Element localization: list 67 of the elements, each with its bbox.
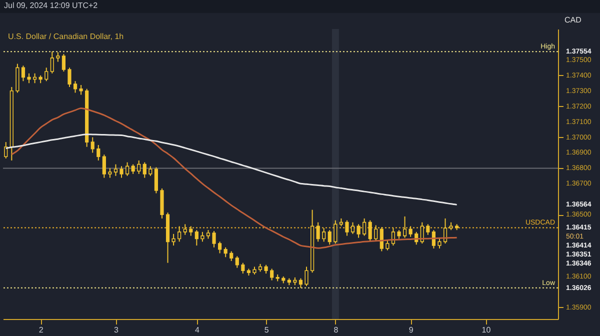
y-axis-title: CAD [564, 16, 582, 24]
candlestick [90, 136, 94, 154]
candlestick [316, 222, 320, 242]
candlestick [230, 250, 234, 262]
candlestick [386, 239, 390, 251]
candlestick [322, 228, 326, 242]
x-tick-label: 8 [334, 326, 339, 334]
x-tick-label: 5 [264, 326, 270, 334]
candlestick [183, 224, 187, 236]
candlestick [21, 65, 26, 82]
candlestick [334, 220, 338, 244]
candlestick [16, 63, 20, 94]
candlestick [304, 266, 308, 287]
candlestick [270, 268, 274, 281]
candlestick [62, 54, 66, 72]
candlestick [142, 162, 146, 178]
candlestick [241, 262, 245, 274]
candlestick [96, 144, 100, 161]
candlestick [4, 142, 8, 159]
candlestick [154, 166, 158, 194]
candlestick [50, 51, 54, 74]
candlestick [56, 52, 60, 62]
chart-title: U.S. Dollar / Canadian Dollar, 1h [8, 32, 124, 41]
x-tick-label: 10 [482, 326, 492, 334]
candlestick [356, 224, 360, 238]
candlestick [368, 220, 372, 242]
candlestick [328, 230, 332, 246]
candlestick [374, 224, 378, 242]
candlestick [408, 226, 412, 238]
candlestick [178, 226, 182, 242]
line-series [10, 107, 458, 249]
candlestick [44, 67, 48, 82]
candlestick [426, 224, 430, 236]
candlestick [345, 220, 349, 236]
candlestick [438, 237, 442, 249]
candlestick [125, 162, 130, 176]
candlestick [79, 84, 83, 96]
line-series [5, 134, 458, 206]
candlestick [212, 230, 216, 248]
candlestick [73, 80, 78, 94]
candlestick [218, 241, 222, 254]
candlestick [114, 164, 118, 176]
candlestick [235, 256, 239, 268]
x-tick-label: 2 [38, 326, 44, 334]
candlestick [200, 231, 204, 242]
candlestick [189, 226, 193, 236]
x-tick-label: 3 [114, 326, 120, 334]
candlestick [298, 278, 303, 288]
candlestick [108, 168, 112, 178]
candlestick [224, 246, 228, 258]
chart-subtitle: Jul 09, 2024 12:09 UTC+2 [0, 0, 600, 13]
candlestick [350, 222, 355, 234]
x-tick-label: 4 [194, 326, 200, 334]
candlestick [32, 72, 37, 84]
candlestick [137, 160, 141, 174]
candlestick [362, 218, 366, 236]
candlestick [402, 216, 407, 238]
x-tick-label: 9 [408, 326, 414, 334]
candlestick [148, 166, 152, 176]
candlestick [194, 230, 198, 246]
candlestick [102, 154, 106, 178]
candlestick [68, 67, 72, 88]
candlestick [172, 233, 176, 246]
candlestick [380, 226, 384, 252]
candlestick [27, 72, 31, 84]
candlestick [131, 164, 135, 174]
candlestick [120, 166, 124, 178]
